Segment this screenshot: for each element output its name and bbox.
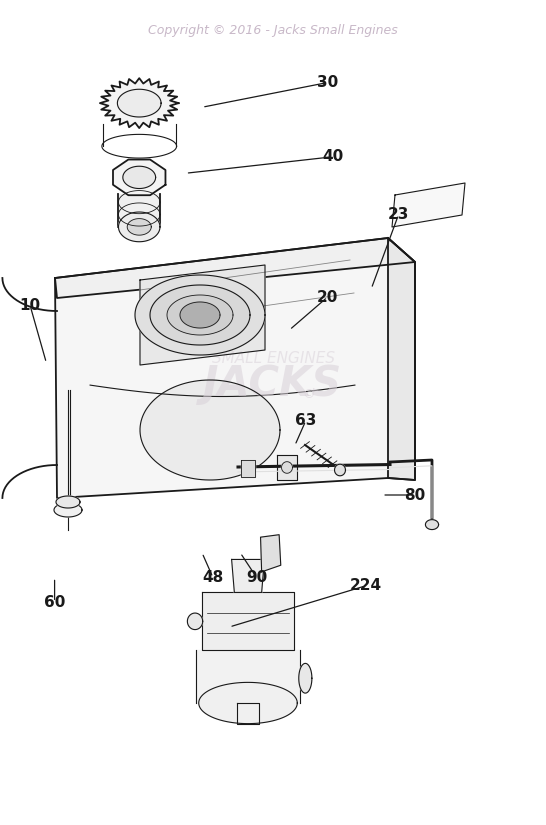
Polygon shape	[54, 503, 82, 517]
Text: 90: 90	[246, 570, 267, 585]
Polygon shape	[232, 559, 264, 592]
Text: SMALL ENGINES: SMALL ENGINES	[211, 351, 335, 366]
Polygon shape	[196, 650, 300, 703]
Polygon shape	[180, 302, 220, 328]
Polygon shape	[118, 212, 160, 242]
Polygon shape	[388, 238, 415, 480]
Polygon shape	[167, 295, 233, 335]
Text: 30: 30	[317, 75, 338, 90]
Polygon shape	[199, 682, 297, 724]
Text: 10: 10	[20, 298, 40, 313]
Polygon shape	[241, 460, 254, 477]
Polygon shape	[335, 464, 346, 476]
Polygon shape	[150, 285, 250, 345]
Polygon shape	[392, 183, 465, 227]
Polygon shape	[282, 462, 293, 474]
Polygon shape	[55, 238, 415, 298]
Polygon shape	[260, 535, 281, 572]
Polygon shape	[277, 455, 297, 480]
Text: JACKS: JACKS	[203, 363, 343, 404]
Polygon shape	[201, 592, 294, 650]
Polygon shape	[299, 663, 312, 693]
Polygon shape	[100, 78, 179, 128]
Text: 63: 63	[295, 413, 317, 428]
Text: 23: 23	[388, 207, 410, 222]
Text: 80: 80	[405, 488, 425, 502]
Text: 48: 48	[203, 570, 223, 585]
Text: 40: 40	[323, 149, 343, 164]
Text: Copyright © 2016 - Jacks Small Engines: Copyright © 2016 - Jacks Small Engines	[148, 24, 398, 37]
Polygon shape	[55, 238, 415, 498]
Polygon shape	[140, 380, 280, 480]
Text: 20: 20	[317, 290, 339, 304]
Polygon shape	[113, 159, 165, 196]
Text: 224: 224	[350, 578, 382, 593]
Polygon shape	[135, 275, 265, 355]
Polygon shape	[140, 265, 265, 365]
Polygon shape	[187, 613, 203, 629]
Polygon shape	[56, 496, 80, 508]
Polygon shape	[117, 89, 161, 117]
Polygon shape	[127, 219, 151, 235]
Polygon shape	[425, 520, 438, 530]
Text: 60: 60	[44, 595, 66, 610]
Text: ©: ©	[302, 388, 314, 401]
Polygon shape	[123, 167, 156, 188]
Polygon shape	[118, 194, 160, 227]
